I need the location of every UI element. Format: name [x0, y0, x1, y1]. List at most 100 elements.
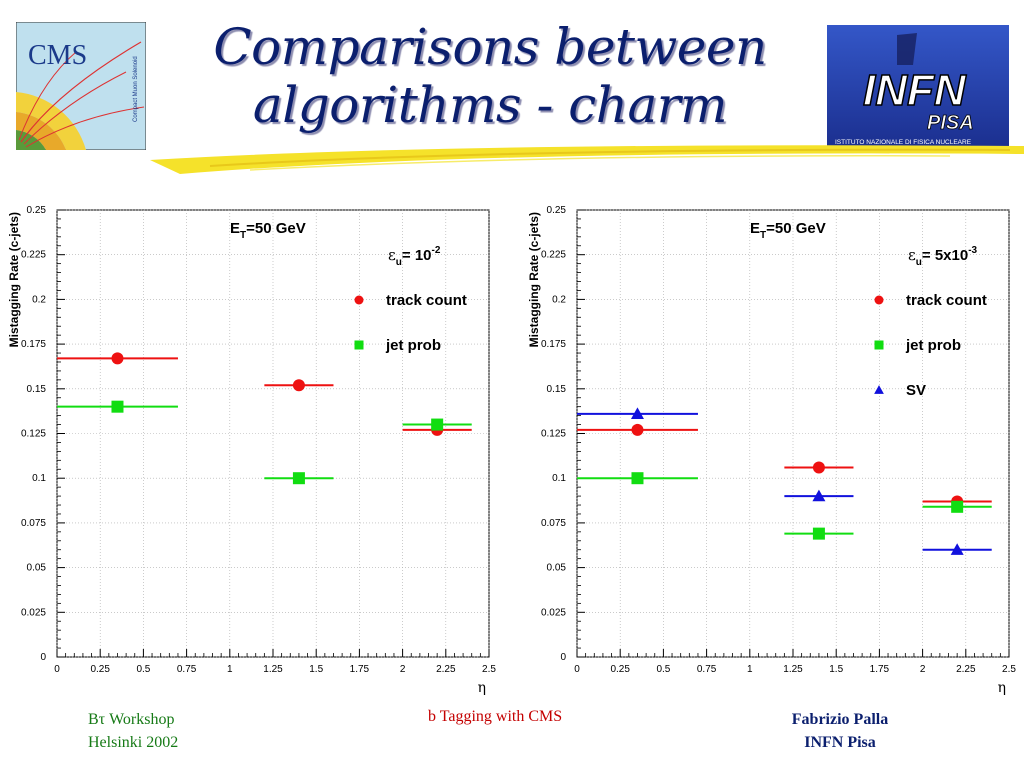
y-tick-label: 0.15	[27, 384, 47, 395]
legend-label: SV	[906, 382, 926, 399]
x-tick-label: 0.75	[177, 664, 197, 675]
y-tick-label: 0.025	[21, 607, 46, 618]
x-tick-label: 2.25	[956, 664, 976, 675]
legend-marker	[874, 295, 884, 305]
legend-marker	[874, 340, 884, 350]
x-tick-label: 1	[747, 664, 753, 675]
x-tick-label: 0.5	[136, 664, 150, 675]
y-tick-label: 0.25	[27, 205, 47, 216]
data-point	[292, 379, 305, 392]
legend-marker	[354, 295, 364, 305]
plot-title: ET=50 GeV	[230, 220, 306, 241]
plot-title-subscript: T	[240, 230, 246, 241]
chart-right: 0 0.025 0.05 0.075 0.1 0.125 0.15 0.175 0.2 0.225…	[527, 205, 1016, 696]
x-tick-label: 1	[227, 664, 233, 675]
footer-author: Fabrizio Palla INFN Pisa	[770, 708, 910, 754]
y-tick-label: 0.225	[541, 250, 566, 261]
data-point	[950, 543, 964, 555]
cms-logo: CMS Compact Muon Solenoid	[16, 22, 146, 150]
infn-logo-subtext: ISTITUTO NAZIONALE DI FISICA NUCLEARE	[835, 139, 972, 146]
footer-author-name: Fabrizio Palla	[791, 711, 889, 728]
data-point	[812, 489, 826, 502]
chart-left: 0 0.025 0.05 0.075 0.1 0.125 0.15 0.175 0.2 0.225…	[7, 205, 496, 696]
x-tick-label: 2	[920, 664, 926, 675]
footer-workshop-location: Helsinki 2002	[88, 734, 179, 751]
efficiency-label: εu= 10-2	[388, 245, 441, 268]
y-tick-label: 0.225	[21, 250, 46, 261]
slide-title: Comparisons between algorithms - charm	[160, 18, 820, 134]
y-tick-label: 0	[560, 652, 566, 663]
x-tick-label: 2	[400, 664, 406, 675]
data-point	[111, 352, 124, 365]
y-tick-label: 0.175	[21, 339, 46, 350]
y-tick-label: 0.15	[547, 384, 567, 395]
legend-label: jet prob	[905, 337, 961, 354]
efficiency-symbol: ε	[388, 246, 396, 264]
footer-talk-title: b Tagging with CMS	[428, 708, 563, 725]
y-tick-label: 0	[40, 652, 46, 663]
efficiency-subscript: u	[916, 257, 922, 268]
y-tick-label: 0.1	[552, 473, 566, 484]
plot-title-subscript: T	[760, 230, 766, 241]
x-tick-label: 0.25	[90, 664, 110, 675]
x-axis-label: η	[478, 680, 486, 696]
y-tick-label: 0.25	[547, 205, 567, 216]
data-point	[431, 418, 444, 431]
x-tick-label: 1.75	[870, 664, 890, 675]
data-point	[630, 407, 644, 420]
x-tick-label: 0.75	[697, 664, 717, 675]
plot-title-rest: =50 GeV	[766, 220, 826, 237]
y-tick-label: 0.175	[541, 339, 566, 350]
x-tick-label: 2.25	[436, 664, 456, 675]
data-point	[812, 461, 825, 474]
y-axis-label: Mistagging Rate (c-jets)	[527, 212, 541, 347]
x-tick-label: 2.5	[482, 664, 496, 675]
legend-label: jet prob	[385, 337, 441, 354]
infn-logo-city: PISA	[927, 112, 974, 134]
y-tick-label: 0.05	[27, 563, 47, 574]
efficiency-symbol: ε	[908, 246, 916, 264]
efficiency-subscript: u	[396, 257, 402, 268]
x-tick-label: 0.25	[610, 664, 630, 675]
cms-logo-subtext: Compact Muon Solenoid	[133, 56, 139, 122]
efficiency-text: = 5x10	[922, 247, 968, 264]
data-point	[292, 472, 305, 485]
y-tick-label: 0.2	[32, 294, 46, 305]
plot-title-main: E	[230, 220, 240, 237]
x-tick-label: 2.5	[1002, 664, 1016, 675]
y-tick-label: 0.075	[541, 518, 566, 529]
x-tick-label: 1.25	[263, 664, 283, 675]
data-point	[812, 527, 825, 540]
plot-title: ET=50 GeV	[750, 220, 826, 241]
title-line-1: Comparisons between	[213, 18, 767, 76]
x-tick-label: 1.5	[309, 664, 323, 675]
legend-label: track count	[906, 292, 987, 309]
y-tick-label: 0.125	[21, 429, 46, 440]
x-tick-label: 0.5	[656, 664, 670, 675]
y-tick-label: 0.025	[541, 607, 566, 618]
x-axis-label: η	[998, 680, 1006, 696]
cms-logo-text: CMS	[28, 40, 87, 71]
efficiency-exponent: -3	[968, 245, 977, 256]
infn-logo-text: INFN	[863, 66, 967, 115]
x-tick-label: 1.5	[829, 664, 843, 675]
legend-marker	[354, 340, 364, 350]
x-tick-label: 1.75	[350, 664, 370, 675]
x-tick-label: 0	[574, 664, 580, 675]
legend-label: track count	[386, 292, 467, 309]
infn-logo: INFN PISA ISTITUTO NAZIONALE DI FISICA N…	[827, 25, 1009, 148]
efficiency-exponent: -2	[432, 245, 441, 256]
footer-author-institute: INFN Pisa	[804, 734, 876, 751]
plot-title-main: E	[750, 220, 760, 237]
x-tick-label: 0	[54, 664, 60, 675]
y-tick-label: 0.125	[541, 429, 566, 440]
efficiency-text: = 10	[402, 247, 432, 264]
y-tick-label: 0.1	[32, 473, 46, 484]
footer-workshop: Bτ Workshop Helsinki 2002	[88, 708, 178, 754]
plot-title-rest: =50 GeV	[246, 220, 306, 237]
data-point	[951, 500, 964, 513]
title-line-2: algorithms - charm	[252, 76, 728, 134]
x-tick-label: 1.25	[783, 664, 803, 675]
legend-marker	[874, 385, 884, 394]
title-underline-swoosh	[150, 145, 1024, 174]
